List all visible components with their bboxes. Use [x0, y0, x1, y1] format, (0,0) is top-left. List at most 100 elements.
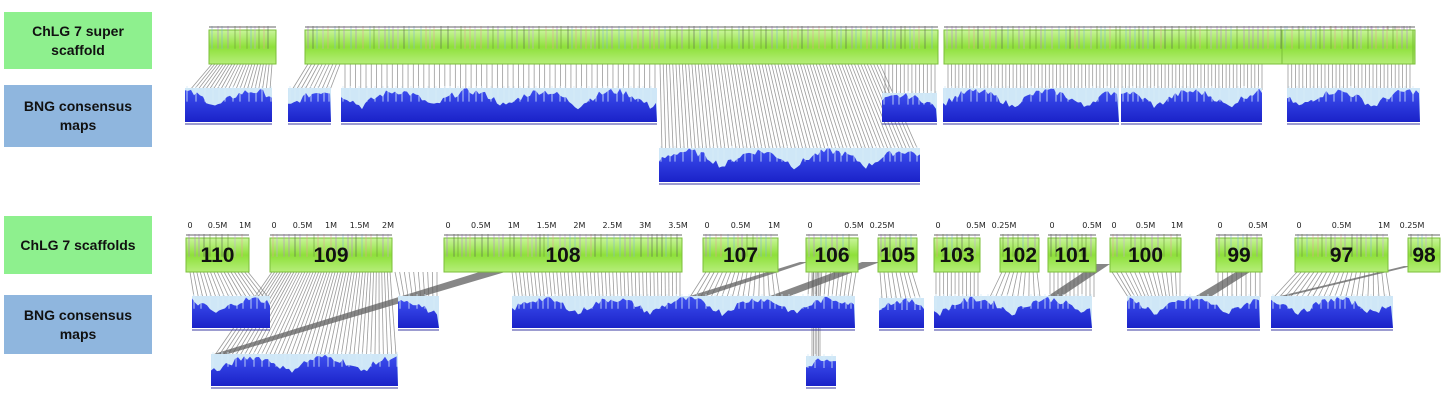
alignment-line [819, 63, 848, 151]
alignment-line [774, 63, 796, 151]
alignment-line [304, 63, 320, 91]
alignment-line [672, 63, 678, 151]
alignment-line [515, 271, 520, 298]
scaffold-number: 98 [1412, 244, 1436, 267]
alignment-line [1312, 271, 1328, 298]
alignment-line [634, 271, 637, 298]
alignment-line [1125, 271, 1139, 298]
scaffold-tick-label: 1M [1378, 221, 1390, 230]
alignment-line [809, 63, 837, 151]
bng-map-bottom [806, 358, 836, 386]
alignment-line [328, 271, 347, 356]
alignment-line [843, 271, 848, 298]
scaffold-tick-label: 1M [508, 221, 520, 230]
alignment-line [720, 63, 733, 151]
alignment-line [336, 271, 352, 356]
alignment-line [212, 63, 230, 91]
alignment-line [752, 63, 770, 151]
alignment-line [389, 271, 397, 356]
alignment-line [669, 63, 674, 151]
alignment-line [608, 271, 611, 298]
alignment-line [627, 271, 630, 298]
alignment-line [511, 271, 516, 298]
alignment-line [1339, 271, 1349, 298]
scaffold-tick-label: 0 [935, 221, 940, 230]
alignment-line [825, 63, 856, 151]
scaffold-tick-label: 2M [382, 221, 394, 230]
alignment-line [1120, 271, 1136, 298]
alignment-line [729, 63, 745, 151]
alignment-line [616, 271, 619, 298]
alignment-line [269, 63, 273, 91]
bng-maps-label-bottom-text: BNG consensus maps [23, 306, 133, 342]
alignment-line [315, 271, 339, 356]
scaffold-99 [1215, 237, 1263, 273]
alignment-line [850, 63, 885, 151]
bng-map-top [288, 92, 331, 122]
super-scaffold-segment [304, 29, 939, 65]
alignment-line [220, 271, 234, 298]
alignment-line [739, 63, 756, 151]
scaffold-tick-label: 0 [1217, 221, 1222, 230]
alignment-line [519, 271, 523, 298]
alignment-line [604, 271, 608, 298]
alignment-line [732, 63, 748, 151]
alignment-line [1111, 271, 1129, 298]
alignment-line [586, 271, 589, 298]
inversion-band [1272, 266, 1412, 298]
scaffold-tick-label: 1M [325, 221, 337, 230]
alignment-line [227, 271, 243, 298]
alignment-line [767, 271, 770, 298]
alignment-line [381, 271, 384, 356]
alignment-line [593, 271, 597, 298]
alignment-line [321, 63, 334, 91]
alignment-line [273, 271, 311, 356]
alignment-line [879, 271, 883, 299]
bng-map-top [1121, 88, 1262, 122]
alignment-line [269, 271, 309, 356]
scaffold-number: 107 [723, 244, 758, 267]
scaffold-98 [1407, 237, 1441, 273]
bng-map-bottom [398, 299, 439, 328]
alignment-line [203, 271, 212, 298]
scaffold-tick-label: 1.5M [350, 221, 370, 230]
alignment-line [793, 63, 819, 151]
scaffold-108 [443, 237, 683, 273]
alignment-line [707, 63, 719, 151]
alignment-line [691, 63, 700, 151]
alignment-line [678, 63, 685, 151]
alignment-line [838, 63, 871, 151]
inversion-band [214, 262, 512, 354]
alignment-line [891, 271, 897, 299]
alignment-line [560, 271, 564, 298]
alignment-line [623, 271, 626, 298]
alignment-line [726, 63, 741, 151]
alignment-line [783, 63, 808, 151]
alignment-line [736, 63, 752, 151]
alignment-line [230, 271, 247, 298]
alignment-line [903, 271, 911, 299]
alignment-line [556, 271, 560, 298]
alignment-line [1284, 271, 1306, 298]
alignment-line [311, 271, 336, 356]
alignment-line [860, 63, 897, 151]
alignment-line [277, 271, 314, 356]
alignment-line [1032, 271, 1035, 298]
alignment-line [303, 271, 331, 356]
alignment-line [1156, 271, 1164, 298]
alignment-line [308, 63, 323, 91]
alignment-line [294, 271, 325, 356]
alignment-line [619, 271, 622, 298]
alignment-line [265, 271, 306, 356]
alignment-line [526, 271, 531, 298]
scaffold-tick-label: 1.5M [537, 221, 557, 230]
scaffold-tick-label: 0.5M [293, 221, 313, 230]
alignment-line [780, 63, 804, 151]
alignment-line [1166, 271, 1170, 298]
alignment-line [701, 63, 711, 151]
alignment-line [1022, 271, 1026, 298]
alignment-line [242, 63, 253, 91]
alignment-line [771, 271, 776, 298]
bng-map-top [341, 88, 657, 122]
alignment-line [193, 271, 199, 298]
